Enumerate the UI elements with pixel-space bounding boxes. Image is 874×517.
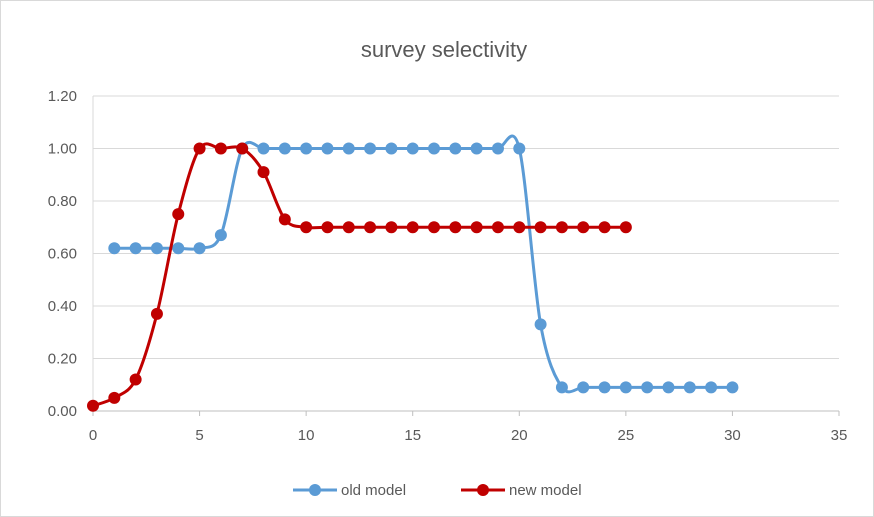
y-tick-label-3: 0.60 bbox=[48, 246, 77, 263]
data-point-0-16 bbox=[449, 142, 462, 155]
data-point-1-21 bbox=[534, 221, 547, 234]
legend-marker-1 bbox=[477, 484, 489, 496]
data-point-0-13 bbox=[385, 142, 398, 155]
data-point-0-9 bbox=[300, 142, 313, 155]
data-point-1-10 bbox=[300, 221, 313, 234]
series-1 bbox=[87, 142, 632, 412]
data-point-0-29 bbox=[726, 381, 739, 394]
data-point-0-15 bbox=[428, 142, 441, 155]
chart-title: survey selectivity bbox=[361, 37, 527, 62]
axes bbox=[92, 96, 840, 416]
y-tick-labels: 0.00 0.20 0.40 0.60 0.80 1.00 1.20 bbox=[48, 88, 77, 420]
data-point-0-28 bbox=[705, 381, 718, 394]
data-point-0-14 bbox=[406, 142, 419, 155]
y-tick-label-0: 0.00 bbox=[48, 403, 77, 420]
data-point-1-1 bbox=[108, 391, 121, 404]
legend-item-1: new model bbox=[461, 482, 582, 499]
data-point-0-19 bbox=[513, 142, 526, 155]
data-point-1-6 bbox=[214, 142, 227, 155]
data-point-1-13 bbox=[364, 221, 377, 234]
data-point-1-17 bbox=[449, 221, 462, 234]
data-point-1-11 bbox=[321, 221, 334, 234]
data-point-0-17 bbox=[470, 142, 483, 155]
y-tick-label-6: 1.20 bbox=[48, 88, 77, 105]
y-tick-label-4: 0.80 bbox=[48, 193, 77, 210]
x-tick-label-6: 30 bbox=[724, 427, 741, 444]
data-point-1-14 bbox=[385, 221, 398, 234]
data-point-1-18 bbox=[470, 221, 483, 234]
x-tick-label-1: 5 bbox=[195, 427, 203, 444]
x-tick-label-0: 0 bbox=[89, 427, 97, 444]
data-point-0-11 bbox=[342, 142, 355, 155]
data-point-0-1 bbox=[129, 242, 142, 255]
data-point-1-22 bbox=[555, 221, 568, 234]
data-point-1-5 bbox=[193, 142, 206, 155]
data-point-1-7 bbox=[236, 142, 249, 155]
x-tick-label-4: 20 bbox=[511, 427, 528, 444]
y-tick-label-1: 0.20 bbox=[48, 351, 77, 368]
series-layer bbox=[87, 134, 739, 412]
data-point-1-19 bbox=[491, 221, 504, 234]
legend-marker-0 bbox=[309, 484, 321, 496]
data-point-0-12 bbox=[364, 142, 377, 155]
legend: old model new model bbox=[293, 482, 582, 499]
data-point-0-21 bbox=[555, 381, 568, 394]
data-point-1-20 bbox=[513, 221, 526, 234]
data-point-1-8 bbox=[257, 166, 270, 179]
y-tick-label-5: 1.00 bbox=[48, 141, 77, 158]
data-point-1-2 bbox=[129, 373, 142, 386]
y-tick-label-2: 0.40 bbox=[48, 298, 77, 315]
data-point-0-2 bbox=[150, 242, 163, 255]
data-point-0-3 bbox=[172, 242, 185, 255]
data-point-0-4 bbox=[193, 242, 206, 255]
data-point-0-23 bbox=[598, 381, 611, 394]
x-tick-label-7: 35 bbox=[831, 427, 848, 444]
series-line-1 bbox=[92, 142, 626, 408]
legend-item-0: old model bbox=[293, 482, 406, 499]
legend-label-0: old model bbox=[341, 482, 406, 499]
data-point-0-24 bbox=[619, 381, 632, 394]
x-tick-labels: 0 5 10 15 20 25 30 35 bbox=[89, 427, 848, 444]
data-point-1-25 bbox=[619, 221, 632, 234]
x-tick-label-5: 25 bbox=[618, 427, 635, 444]
data-point-0-25 bbox=[641, 381, 654, 394]
data-point-1-24 bbox=[598, 221, 611, 234]
data-point-1-12 bbox=[342, 221, 355, 234]
data-point-1-15 bbox=[406, 221, 419, 234]
data-point-1-4 bbox=[172, 208, 185, 221]
series-0 bbox=[108, 134, 739, 394]
data-point-0-22 bbox=[577, 381, 590, 394]
data-point-1-3 bbox=[150, 307, 163, 320]
data-point-0-8 bbox=[278, 142, 291, 155]
data-point-0-20 bbox=[534, 318, 547, 331]
data-point-1-9 bbox=[278, 213, 291, 226]
series-line-0 bbox=[114, 134, 733, 394]
legend-label-1: new model bbox=[509, 482, 582, 499]
data-point-0-27 bbox=[683, 381, 696, 394]
data-point-0-7 bbox=[257, 142, 270, 155]
data-point-1-23 bbox=[577, 221, 590, 234]
data-point-0-26 bbox=[662, 381, 675, 394]
data-point-0-10 bbox=[321, 142, 334, 155]
data-point-0-18 bbox=[491, 142, 504, 155]
data-point-1-16 bbox=[428, 221, 441, 234]
data-point-0-0 bbox=[108, 242, 121, 255]
x-tick-label-3: 15 bbox=[404, 427, 421, 444]
data-point-1-0 bbox=[87, 399, 99, 412]
x-tick-label-2: 10 bbox=[298, 427, 315, 444]
data-point-0-5 bbox=[214, 229, 227, 242]
